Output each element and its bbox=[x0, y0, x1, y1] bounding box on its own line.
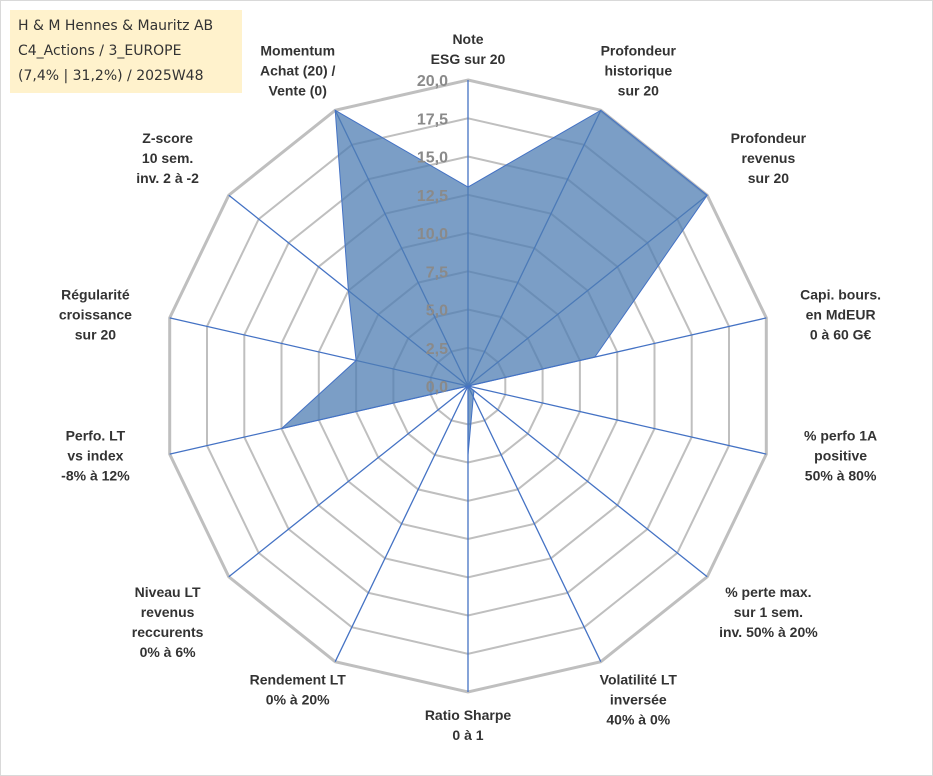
axis-label-line: 0 à 1 bbox=[452, 727, 483, 743]
stock-category: C4_Actions / 3_EUROPE bbox=[18, 43, 182, 59]
axis-label-2: Profondeur revenus sur 20 bbox=[731, 130, 807, 186]
axis-label-line: Volatilité LT bbox=[600, 672, 678, 688]
axis-label-line: Achat (20) / bbox=[260, 62, 336, 78]
axis-label-line: ESG sur 20 bbox=[431, 51, 506, 67]
stock-stats: (7,4% | 31,2%) / 2025W48 bbox=[18, 68, 204, 84]
axis-label-line: Z-score bbox=[142, 130, 193, 146]
axis-label-6: Volatilité LT inversée 40% à 0% bbox=[600, 672, 678, 728]
axis-label-line: 0% à 20% bbox=[266, 692, 330, 708]
axis-label-line: vs index bbox=[67, 447, 123, 463]
axis-label-line: Rendement LT bbox=[250, 672, 347, 688]
axis-label-line: Capi. bours. bbox=[800, 287, 881, 303]
axis-label-line: inv. 2 à -2 bbox=[136, 170, 199, 186]
spoke-9 bbox=[228, 385, 469, 578]
axis-label-line: 50% à 80% bbox=[805, 467, 877, 483]
axis-label-line: Régularité bbox=[61, 287, 130, 303]
axis-label-line: sur 20 bbox=[618, 82, 659, 98]
axis-label-8: Rendement LT 0% à 20% bbox=[250, 672, 347, 708]
stock-info-box: H & M Hennes & Mauritz AB C4_Actions / 3… bbox=[10, 10, 242, 93]
axis-label-3: Capi. bours. en MdEUR 0 à 60 G€ bbox=[800, 287, 881, 343]
axis-label-line: sur 20 bbox=[75, 327, 116, 343]
axis-label-line: % perte max. bbox=[725, 584, 811, 600]
axis-label-line: Vente (0) bbox=[269, 82, 327, 98]
axis-label-line: sur 20 bbox=[748, 170, 789, 186]
axis-label-line: Note bbox=[452, 31, 483, 47]
axis-label-line: 40% à 0% bbox=[606, 712, 670, 728]
axis-label-1: Profondeur historique sur 20 bbox=[601, 42, 677, 98]
series-area-0 bbox=[279, 109, 708, 455]
spoke-4 bbox=[467, 385, 767, 455]
tick-label: 0,0 bbox=[426, 379, 448, 396]
axis-label-line: Niveau LT bbox=[135, 584, 201, 600]
axis-label-10: Perfo. LT vs index -8% à 12% bbox=[61, 427, 130, 483]
axis-label-9: Niveau LT revenus reccurents 0% à 6% bbox=[132, 584, 204, 660]
tick-label: 17,5 bbox=[417, 111, 448, 128]
axis-label-line: -8% à 12% bbox=[61, 467, 130, 483]
axis-label-4: % perfo 1A positive 50% à 80% bbox=[804, 427, 877, 483]
axis-label-line: Perfo. LT bbox=[66, 427, 126, 443]
axis-label-0: Note ESG sur 20 bbox=[431, 31, 506, 67]
axis-label-5: % perte max. sur 1 sem. inv. 50% à 20% bbox=[719, 584, 818, 640]
axis-label-line: 0% à 6% bbox=[140, 644, 197, 660]
tick-label: 5,0 bbox=[426, 303, 448, 320]
axis-label-13: Momentum Achat (20) / Vente (0) bbox=[260, 42, 336, 98]
axis-label-line: Profondeur bbox=[731, 130, 807, 146]
stock-name: H & M Hennes & Mauritz AB bbox=[18, 18, 214, 34]
axis-label-line: historique bbox=[604, 62, 672, 78]
tick-layer: 0,0 2,5 5,0 7,5 10,0 12,5 15,0 17,5 20,0 bbox=[417, 73, 448, 396]
label-layer: Note ESG sur 20 Profondeur historique sur 20… bbox=[59, 31, 881, 743]
axis-label-line: revenus bbox=[141, 604, 195, 620]
axis-label-line: Ratio Sharpe bbox=[425, 707, 512, 723]
tick-label: 2,5 bbox=[426, 341, 448, 358]
tick-label: 10,0 bbox=[417, 226, 448, 243]
axis-label-line: positive bbox=[814, 447, 867, 463]
axis-label-line: % perfo 1A bbox=[804, 427, 877, 443]
axis-label-line: inv. 50% à 20% bbox=[719, 624, 818, 640]
axis-label-line: en MdEUR bbox=[806, 307, 876, 323]
series-layer bbox=[279, 109, 708, 455]
axis-label-11: Régularité croissance sur 20 bbox=[59, 287, 132, 343]
axis-label-line: sur 1 sem. bbox=[734, 604, 803, 620]
spoke-5 bbox=[467, 385, 708, 578]
axis-label-line: reccurents bbox=[132, 624, 204, 640]
tick-label: 12,5 bbox=[417, 188, 448, 205]
axis-label-12: Z-score 10 sem. inv. 2 à -2 bbox=[136, 130, 199, 186]
axis-label-line: inversée bbox=[610, 692, 667, 708]
axis-label-line: Momentum bbox=[260, 42, 335, 58]
spoke-6 bbox=[467, 385, 602, 662]
axis-label-line: revenus bbox=[742, 150, 796, 166]
tick-label: 7,5 bbox=[426, 264, 448, 281]
tick-label: 15,0 bbox=[417, 150, 448, 167]
axis-label-line: 0 à 60 G€ bbox=[810, 327, 872, 343]
tick-label: 20,0 bbox=[417, 73, 448, 90]
axis-label-7: Ratio Sharpe 0 à 1 bbox=[425, 707, 512, 743]
axis-label-line: 10 sem. bbox=[142, 150, 193, 166]
axis-label-line: croissance bbox=[59, 307, 132, 323]
axis-label-line: Profondeur bbox=[601, 42, 677, 58]
spoke-8 bbox=[334, 385, 469, 662]
